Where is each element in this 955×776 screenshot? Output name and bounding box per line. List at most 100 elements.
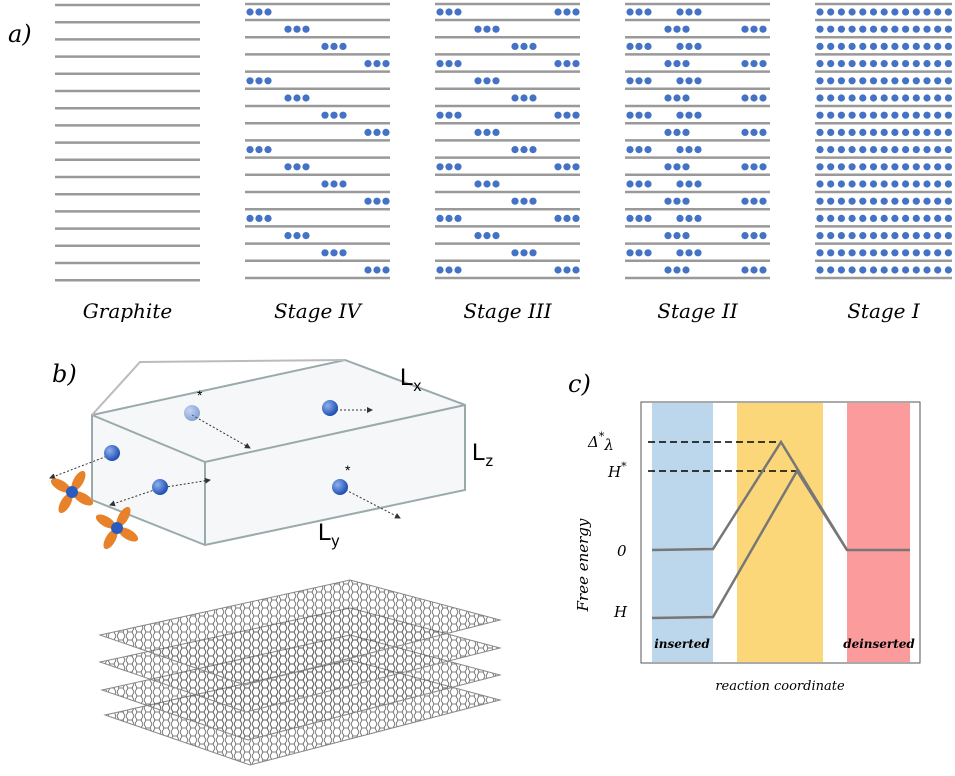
ion	[246, 215, 253, 222]
ion	[913, 94, 920, 101]
ion	[816, 198, 823, 205]
ion	[902, 146, 909, 153]
ion	[891, 60, 898, 67]
ion	[635, 180, 642, 187]
ion	[373, 60, 380, 67]
ion	[849, 60, 856, 67]
ion	[673, 266, 680, 273]
ion	[859, 129, 866, 136]
x-axis-label: reaction coordinate	[715, 679, 845, 694]
ion	[827, 77, 834, 84]
ion	[750, 266, 757, 273]
ion	[902, 8, 909, 15]
ion	[741, 26, 748, 33]
ion	[870, 43, 877, 50]
ion	[682, 163, 689, 170]
ion	[673, 129, 680, 136]
ion	[827, 249, 834, 256]
ion	[676, 8, 683, 15]
ion	[750, 198, 757, 205]
ion	[741, 60, 748, 67]
ion	[934, 232, 941, 239]
ion	[891, 232, 898, 239]
ion	[264, 8, 271, 15]
ion	[849, 94, 856, 101]
ion	[676, 146, 683, 153]
ion	[563, 215, 570, 222]
panel-label: b)	[52, 360, 77, 388]
ion	[902, 112, 909, 119]
ion	[859, 180, 866, 187]
ion	[635, 112, 642, 119]
ion	[816, 163, 823, 170]
ion	[827, 26, 834, 33]
ion	[474, 129, 481, 136]
ion	[445, 8, 452, 15]
ion	[913, 198, 920, 205]
ion	[859, 112, 866, 119]
ion	[454, 60, 461, 67]
ion	[246, 77, 253, 84]
ion	[859, 232, 866, 239]
ion	[827, 43, 834, 50]
ion	[445, 266, 452, 273]
ion	[750, 129, 757, 136]
ion	[902, 26, 909, 33]
ion	[626, 249, 633, 256]
ion	[870, 180, 877, 187]
ion	[934, 129, 941, 136]
ion	[664, 198, 671, 205]
level-label: 0	[617, 542, 627, 560]
ion	[330, 112, 337, 119]
ion	[902, 232, 909, 239]
ion	[859, 215, 866, 222]
ion	[881, 198, 888, 205]
ion	[741, 198, 748, 205]
ion	[685, 215, 692, 222]
ion	[934, 77, 941, 84]
ion	[923, 26, 930, 33]
ion	[644, 146, 651, 153]
ion	[945, 26, 952, 33]
ion	[750, 232, 757, 239]
ion	[816, 60, 823, 67]
ion	[454, 112, 461, 119]
ion	[644, 215, 651, 222]
ion	[364, 266, 371, 273]
ion	[664, 26, 671, 33]
ion	[373, 198, 380, 205]
ion	[881, 249, 888, 256]
ion	[685, 146, 692, 153]
ion	[859, 249, 866, 256]
ion	[923, 77, 930, 84]
dimension-label: Lz	[472, 439, 493, 470]
ion	[934, 180, 941, 187]
ion	[635, 215, 642, 222]
ion	[827, 215, 834, 222]
ion	[902, 163, 909, 170]
ion	[474, 232, 481, 239]
ion	[750, 163, 757, 170]
ion	[483, 232, 490, 239]
ion	[572, 266, 579, 273]
ion	[849, 198, 856, 205]
region-label: inserted	[654, 637, 710, 651]
ion	[635, 43, 642, 50]
ion	[934, 26, 941, 33]
ion	[682, 94, 689, 101]
ion	[849, 249, 856, 256]
ion	[563, 60, 570, 67]
ion	[934, 112, 941, 119]
ion	[870, 163, 877, 170]
ion	[554, 163, 561, 170]
ion	[759, 94, 766, 101]
panel-label: a)	[8, 20, 32, 48]
ion	[870, 198, 877, 205]
ion	[870, 146, 877, 153]
ion	[759, 26, 766, 33]
ion	[849, 163, 856, 170]
ion	[934, 43, 941, 50]
ion	[913, 43, 920, 50]
ion	[923, 8, 930, 15]
ion	[694, 43, 701, 50]
